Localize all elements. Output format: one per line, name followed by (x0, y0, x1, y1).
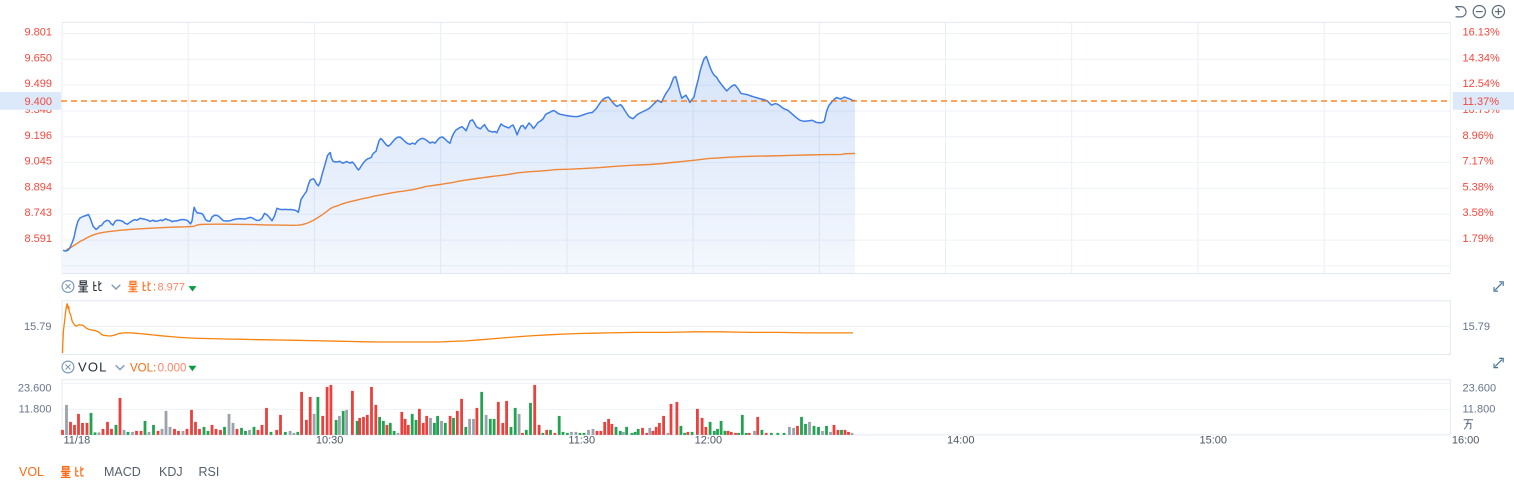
svg-text:15.79: 15.79 (24, 321, 52, 333)
svg-text:8.96%: 8.96% (1463, 130, 1494, 142)
svg-text::: : (153, 282, 156, 294)
svg-text:VOL: VOL (19, 465, 44, 479)
svg-text:11:30: 11:30 (568, 435, 595, 447)
svg-text:7.17%: 7.17% (1463, 156, 1494, 168)
svg-text:9.400: 9.400 (24, 96, 52, 108)
svg-text:11/18: 11/18 (64, 435, 91, 447)
svg-text:9.196: 9.196 (24, 130, 52, 142)
svg-text:8.977: 8.977 (158, 282, 186, 294)
svg-text:0.000: 0.000 (158, 362, 187, 374)
svg-text:14:00: 14:00 (947, 435, 975, 447)
svg-text:23.600: 23.600 (18, 383, 52, 395)
svg-text:VOL: VOL (78, 360, 108, 375)
svg-text:10:30: 10:30 (316, 435, 344, 447)
svg-text:9.045: 9.045 (24, 156, 52, 168)
svg-text:5.38%: 5.38% (1463, 181, 1494, 193)
svg-text:1.79%: 1.79% (1463, 233, 1494, 245)
svg-text:15:00: 15:00 (1200, 435, 1228, 447)
svg-text:12.54%: 12.54% (1463, 78, 1501, 90)
svg-text:23.600: 23.600 (1463, 383, 1497, 395)
svg-text:11.37%: 11.37% (1463, 96, 1500, 108)
svg-text:16.13%: 16.13% (1463, 27, 1501, 39)
svg-text:16:00: 16:00 (1452, 435, 1480, 447)
svg-text:RSI: RSI (199, 465, 220, 479)
svg-text:9.499: 9.499 (24, 78, 52, 90)
svg-text:11.800: 11.800 (1463, 403, 1496, 415)
svg-text:KDJ: KDJ (159, 465, 183, 479)
svg-text:8.743: 8.743 (24, 207, 52, 219)
svg-text:12:00: 12:00 (695, 435, 723, 447)
svg-text:MACD: MACD (104, 465, 141, 479)
svg-text:3.58%: 3.58% (1463, 207, 1494, 219)
svg-text:8.894: 8.894 (24, 181, 52, 193)
svg-text:15.79: 15.79 (1463, 321, 1491, 333)
svg-text:9.650: 9.650 (24, 52, 52, 64)
svg-text:VOL:: VOL: (130, 362, 156, 374)
svg-text:14.34%: 14.34% (1463, 52, 1501, 64)
svg-text:9.801: 9.801 (24, 27, 52, 39)
svg-text:8.591: 8.591 (24, 233, 52, 245)
svg-text:11.800: 11.800 (19, 403, 52, 415)
